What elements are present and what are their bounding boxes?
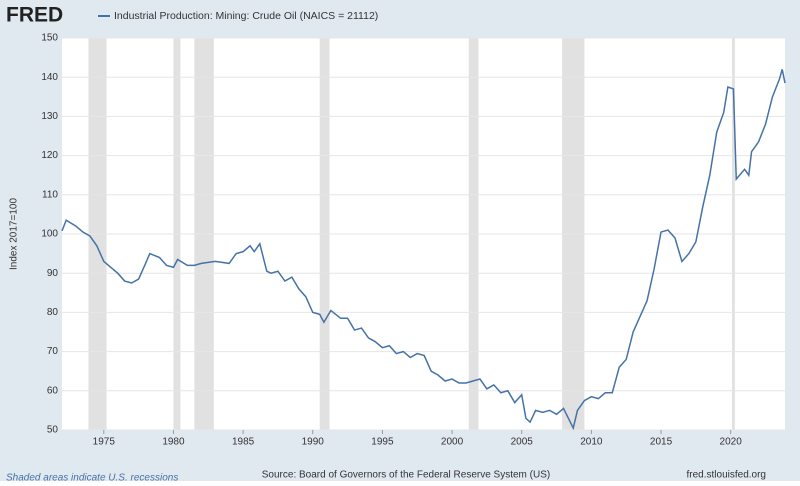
y-tick-label: 150 bbox=[41, 33, 58, 44]
y-tick-label: 50 bbox=[47, 425, 59, 436]
y-tick-label: 130 bbox=[41, 111, 58, 122]
y-tick-label: 140 bbox=[41, 72, 58, 83]
y-tick-label: 60 bbox=[47, 385, 59, 396]
x-tick-label: 1980 bbox=[162, 437, 185, 448]
legend-label: Industrial Production: Mining: Crude Oil… bbox=[114, 10, 378, 22]
x-tick-label: 2000 bbox=[441, 437, 464, 448]
site-link[interactable]: fred.stlouisfed.org bbox=[687, 470, 767, 481]
x-tick-label: 2020 bbox=[720, 437, 743, 448]
x-tick-label: 1995 bbox=[371, 437, 394, 448]
y-tick-label: 100 bbox=[41, 229, 58, 240]
y-tick-label: 110 bbox=[42, 189, 58, 200]
y-tick-label: 70 bbox=[47, 346, 59, 357]
y-tick-label: 90 bbox=[47, 268, 59, 279]
y-axis-label: Index 2017=100 bbox=[9, 198, 20, 270]
x-tick-label: 2010 bbox=[580, 437, 603, 448]
recession-note: Shaded areas indicate U.S. recessions bbox=[6, 473, 178, 481]
x-tick-label: 1985 bbox=[232, 437, 255, 448]
series-line bbox=[61, 69, 786, 431]
x-tick-label: 2015 bbox=[650, 437, 673, 448]
x-tick-label: 1975 bbox=[93, 437, 116, 448]
logo[interactable]: FRED bbox=[6, 4, 63, 27]
x-tick-label: 2005 bbox=[511, 437, 534, 448]
y-tick-label: 120 bbox=[41, 150, 58, 161]
x-tick-label: 1990 bbox=[302, 437, 325, 448]
y-tick-label: 80 bbox=[47, 307, 59, 318]
source: Source: Board of Governors of the Federa… bbox=[262, 470, 550, 481]
